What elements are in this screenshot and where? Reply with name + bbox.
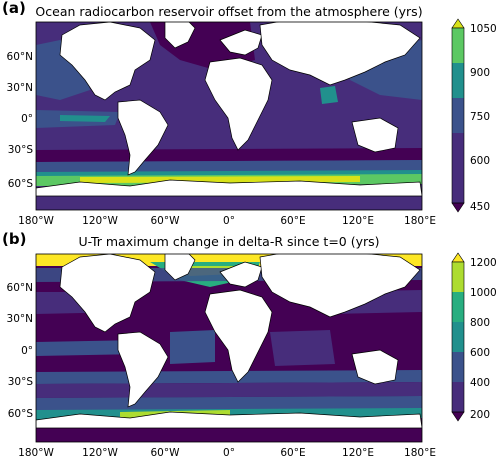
lon-tick: 0°: [223, 215, 235, 227]
lon-tick: 180°E: [404, 447, 436, 459]
lat-tick: 60°S: [8, 178, 34, 190]
panel-a-label: (a): [2, 0, 26, 17]
lat-tick: 0°: [21, 345, 33, 357]
colorbar-segment: [452, 168, 464, 203]
lat-tick: 60°S: [8, 408, 34, 420]
lat-tick: 30°S: [8, 376, 34, 388]
panel-a: (a) Ocean radiocarbon reservoir offset f…: [2, 0, 497, 227]
lon-tick: 120°W: [82, 447, 118, 459]
lon-tick: 0°: [223, 447, 235, 459]
lat-tick: 60°N: [7, 282, 33, 294]
colorbar-segment: [452, 262, 464, 292]
colorbar-tick: 800: [470, 317, 490, 329]
panel-a-colorbar: 1050 900 750 600 450: [451, 18, 497, 213]
lon-tick: 120°E: [342, 215, 374, 227]
panel-b-label: (b): [2, 230, 26, 248]
colorbar-tick: 600: [470, 347, 490, 359]
colorbar-segment: [452, 98, 464, 133]
panel-b: (b) U-Tr maximum change in delta-R since…: [2, 230, 497, 459]
panel-b-lat-ticks: 60°N 30°N 0° 30°S 60°S: [7, 282, 34, 420]
colorbar-tick: 1050: [470, 23, 497, 35]
colorbar-tick: 1200: [470, 257, 497, 269]
lon-tick: 120°E: [342, 447, 374, 459]
panel-a-title: Ocean radiocarbon reservoir offset from …: [35, 4, 422, 19]
lon-tick: 180°W: [18, 447, 54, 459]
colorbar-tick: 450: [470, 201, 490, 213]
lat-tick: 30°N: [7, 82, 33, 94]
lon-tick: 180°W: [18, 215, 54, 227]
colorbar-segment: [452, 133, 464, 168]
lon-tick: 60°W: [151, 447, 181, 459]
colorbar-segment: [452, 292, 464, 322]
lon-tick: 60°E: [280, 215, 305, 227]
colorbar-segment: [452, 63, 464, 98]
lat-tick: 30°N: [7, 313, 33, 325]
lat-tick: 60°N: [7, 51, 33, 63]
colorbar-tick: 600: [470, 155, 490, 167]
panel-a-map: [35, 21, 423, 211]
panel-b-title: U-Tr maximum change in delta-R since t=0…: [78, 234, 379, 249]
panel-b-colorbar: 1200 1000 800 600 400 200: [451, 252, 497, 422]
colorbar-segment: [452, 322, 464, 352]
colorbar-tick: 900: [470, 67, 490, 79]
colorbar-tick: 200: [470, 409, 490, 421]
panel-a-lon-ticks: 180°W 120°W 60°W 0° 60°E 120°E 180°E: [18, 215, 436, 227]
lat-tick: 0°: [21, 113, 33, 125]
lon-tick: 120°W: [82, 215, 118, 227]
colorbar-tick: 1000: [470, 287, 497, 299]
lat-tick: 30°S: [8, 144, 34, 156]
lon-tick: 180°E: [404, 215, 436, 227]
colorbar-tick: 750: [470, 111, 490, 123]
panel-b-lon-ticks: 180°W 120°W 60°W 0° 60°E 120°E 180°E: [18, 447, 436, 459]
lon-tick: 60°E: [280, 447, 305, 459]
lon-tick: 60°W: [151, 215, 181, 227]
colorbar-segment: [452, 28, 464, 63]
panel-b-map: [35, 253, 423, 443]
colorbar-tick: 400: [470, 377, 490, 389]
panel-a-lat-ticks: 60°N 30°N 0° 30°S 60°S: [7, 51, 34, 190]
colorbar-segment: [452, 352, 464, 382]
colorbar-segment: [452, 382, 464, 412]
